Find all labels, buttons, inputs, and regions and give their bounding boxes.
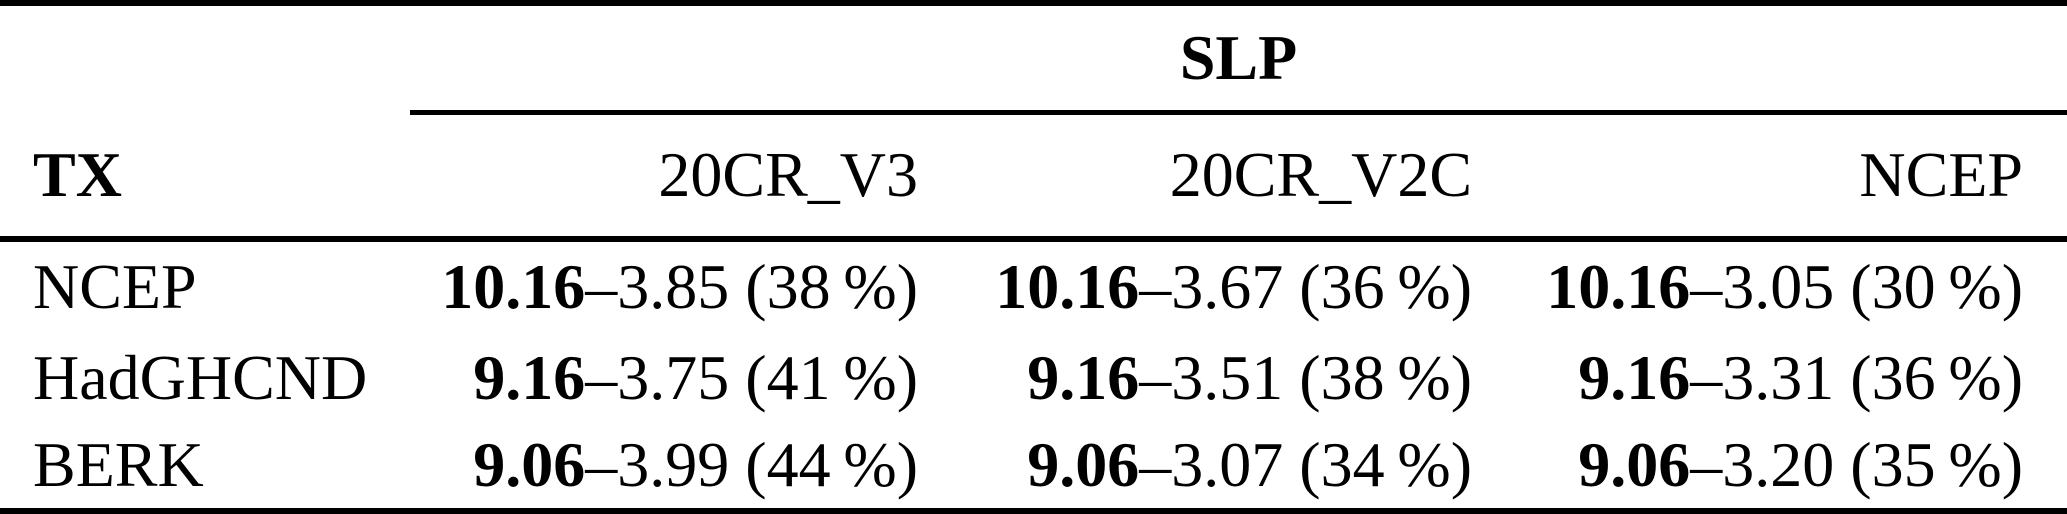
table-row-hadghcnd: HadGHCND 9.16–3.75 (41 %) 9.16–3.51 (38 …: [0, 332, 2067, 423]
group-header-slp: SLP: [410, 0, 2067, 116]
table-row-ncep: NCEP 10.16–3.85 (38 %) 10.16–3.67 (36 %)…: [0, 242, 2067, 333]
value-rest: –3.67 (36 %): [1139, 250, 1472, 322]
value-cell: 9.16–3.75 (41 %): [410, 332, 918, 423]
value-rest: –3.07 (34 %): [1139, 429, 1472, 501]
group-header-row: SLP: [0, 0, 2067, 116]
row-label: HadGHCND: [33, 341, 368, 413]
value-rest: –3.85 (38 %): [585, 250, 918, 322]
value-cell: 9.16–3.31 (36 %): [1472, 332, 2067, 423]
value-rest: –3.75 (41 %): [585, 341, 918, 413]
value-bold: 10.16: [441, 250, 586, 322]
value-bold: 9.16: [1027, 341, 1140, 413]
row-label: NCEP: [33, 250, 197, 322]
value-bold: 9.16: [1578, 341, 1691, 413]
value-bold: 9.16: [473, 341, 586, 413]
value-bold: 10.16: [995, 250, 1140, 322]
value-cell: 10.16–3.67 (36 %): [918, 242, 1472, 333]
value-cell: 9.16–3.51 (38 %): [918, 332, 1472, 423]
value-cell: 9.06–3.07 (34 %): [918, 423, 1472, 514]
value-rest: –3.99 (44 %): [585, 429, 918, 501]
table-row-berk: BERK 9.06–3.99 (44 %) 9.06–3.07 (34 %) 9…: [0, 423, 2067, 514]
value-cell: 10.16–3.85 (38 %): [410, 242, 918, 333]
value-bold: 9.06: [1027, 429, 1140, 501]
empty-corner-cell: [0, 0, 410, 115]
value-cell: 10.16–3.05 (30 %): [1472, 242, 2067, 333]
value-rest: –3.20 (35 %): [1690, 429, 2023, 501]
value-bold: 9.06: [1578, 429, 1691, 501]
value-bold: 9.06: [473, 429, 586, 501]
value-rest: –3.05 (30 %): [1690, 250, 2023, 322]
value-bold: 10.16: [1546, 250, 1691, 322]
value-rest: –3.31 (36 %): [1690, 341, 2023, 413]
corner-header-tx: TX: [0, 115, 410, 242]
row-label: BERK: [0, 423, 410, 514]
column-header-row: TX 20CR_V3 20CR_V2C NCEP: [0, 115, 2067, 242]
column-header-20cr-v2c: 20CR_V2C: [918, 115, 1472, 242]
column-header-ncep: NCEP: [1472, 115, 2067, 242]
value-rest: –3.51 (38 %): [1139, 341, 1472, 413]
value-cell: 9.06–3.99 (44 %): [410, 423, 918, 514]
column-header-20cr-v3: 20CR_V3: [410, 115, 918, 242]
value-cell: 9.06–3.20 (35 %): [1472, 423, 2067, 514]
